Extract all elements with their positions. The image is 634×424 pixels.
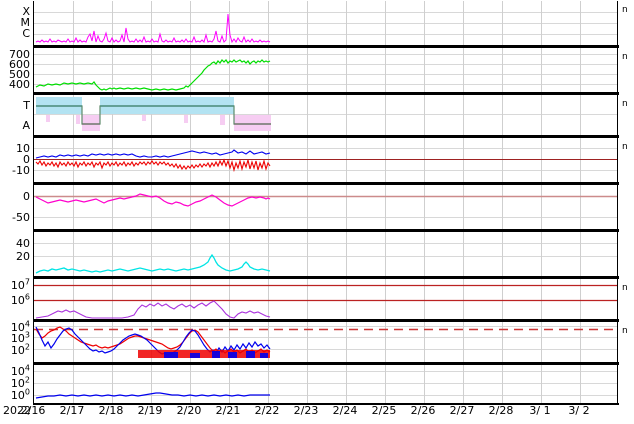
ap-index-trace xyxy=(35,253,271,274)
ytick-bz-0: 0 xyxy=(23,153,30,166)
ytick-speed-700: 700 xyxy=(9,48,30,61)
electron-flux-08mev-trace xyxy=(35,326,271,354)
xtick-12: 2/28 xyxy=(488,404,514,417)
ytick-pflux-1e7: 107 xyxy=(10,277,30,292)
kp-ap-panel xyxy=(33,232,618,276)
xtick-5: 2/21 xyxy=(215,404,241,417)
goes-xray-trace xyxy=(35,13,271,44)
ytick-xray-C: C xyxy=(22,27,30,40)
sector-step-line xyxy=(36,105,271,125)
ytick-bz-10: 10 xyxy=(16,142,30,155)
ytick-eflux-1e2: 102 xyxy=(10,342,30,357)
ytick-speed-400: 400 xyxy=(9,78,30,91)
proton-flux-trace xyxy=(35,392,270,399)
solar-wind-speed-panel xyxy=(33,48,618,92)
ytick-pf-1e0: 100 xyxy=(10,387,30,402)
electron-flux-2mev-trace xyxy=(35,326,271,356)
right-label-4: n xyxy=(622,142,628,152)
ytick-pflux-1e6: 106 xyxy=(10,292,30,307)
xtick-7: 2/23 xyxy=(293,404,319,417)
xtick-2: 2/18 xyxy=(98,404,124,417)
imf-bz-by-plot xyxy=(34,138,617,182)
ytick-dst-0: 0 xyxy=(23,190,30,203)
proton-flux-plot xyxy=(34,279,617,319)
electron-flux-low-trace xyxy=(35,300,271,319)
imf-by-trace xyxy=(35,158,271,173)
right-label-6: n xyxy=(622,326,628,336)
ytick-eflux-1e3: 103 xyxy=(10,330,30,345)
dst-index-panel xyxy=(33,185,618,229)
panel-divider xyxy=(33,229,619,232)
ytick-pf-1e4: 104 xyxy=(10,363,30,378)
xtick-13: 3/ 1 xyxy=(529,404,551,417)
panel-divider xyxy=(33,92,619,95)
ytick-sector-A: A xyxy=(22,119,30,132)
ytick-speed-500: 500 xyxy=(9,68,30,81)
xtick-year: 2022 xyxy=(3,404,31,417)
xtick-11: 2/27 xyxy=(449,404,475,417)
ytick-ap-20: 20 xyxy=(16,250,30,263)
xray-flare-panel xyxy=(33,1,618,45)
xray-flare-plot xyxy=(34,1,617,45)
imf-sector-panel xyxy=(33,95,618,135)
panel-divider xyxy=(33,45,619,48)
xtick-9: 2/25 xyxy=(371,404,397,417)
xtick-14: 3/ 2 xyxy=(568,404,590,417)
xtick-10: 2/26 xyxy=(410,404,436,417)
ytick-eflux-1e4: 104 xyxy=(10,319,30,334)
ytick-pf-1e2: 102 xyxy=(10,375,30,390)
panel-divider xyxy=(33,276,619,279)
axis-bottom-line xyxy=(33,403,619,405)
electron-flux-plot xyxy=(34,322,617,362)
xtick-8: 2/24 xyxy=(332,404,358,417)
right-label-1: n xyxy=(622,5,628,15)
ap-index-plot xyxy=(34,232,617,276)
xtick-6: 2/22 xyxy=(254,404,280,417)
xtick-3: 2/19 xyxy=(137,404,163,417)
ytick-ap-40: 40 xyxy=(16,237,30,250)
panel-divider xyxy=(33,182,619,185)
proton-flux-low-plot xyxy=(34,365,617,403)
imf-sector-plot xyxy=(34,95,617,135)
proton-flux-panel xyxy=(33,279,618,319)
ytick-dst-neg50: -50 xyxy=(12,211,30,224)
xtick-1: 2/17 xyxy=(59,404,85,417)
imf-bz-trace xyxy=(35,149,271,159)
panel-divider xyxy=(33,362,619,365)
proton-flux-low-panel xyxy=(33,365,618,403)
right-label-2: n xyxy=(622,52,628,62)
ytick-xray-X: X xyxy=(22,5,30,18)
xtick-4: 2/20 xyxy=(176,404,202,417)
panel-divider xyxy=(33,135,619,138)
imf-bz-by-panel xyxy=(33,138,618,182)
ytick-bz-neg10: -10 xyxy=(12,164,30,177)
solar-wind-speed-trace xyxy=(35,59,271,91)
right-label-5: n xyxy=(622,283,628,293)
x-axis: 2022 2/16 2/17 2/18 2/19 2/20 2/21 2/22 … xyxy=(0,404,634,424)
ytick-speed-600: 600 xyxy=(9,58,30,71)
xtick-0: 2/16 xyxy=(20,404,46,417)
dst-index-plot xyxy=(34,185,617,229)
right-label-3: n xyxy=(622,99,628,109)
ytick-xray-M: M xyxy=(20,16,31,29)
electron-flux-panel xyxy=(33,322,618,362)
solar-wind-speed-plot xyxy=(34,48,617,92)
electron-flux-noise-band xyxy=(138,350,270,358)
ytick-sector-T: T xyxy=(23,99,30,112)
panel-divider xyxy=(33,319,619,322)
dst-index-trace xyxy=(35,193,271,207)
